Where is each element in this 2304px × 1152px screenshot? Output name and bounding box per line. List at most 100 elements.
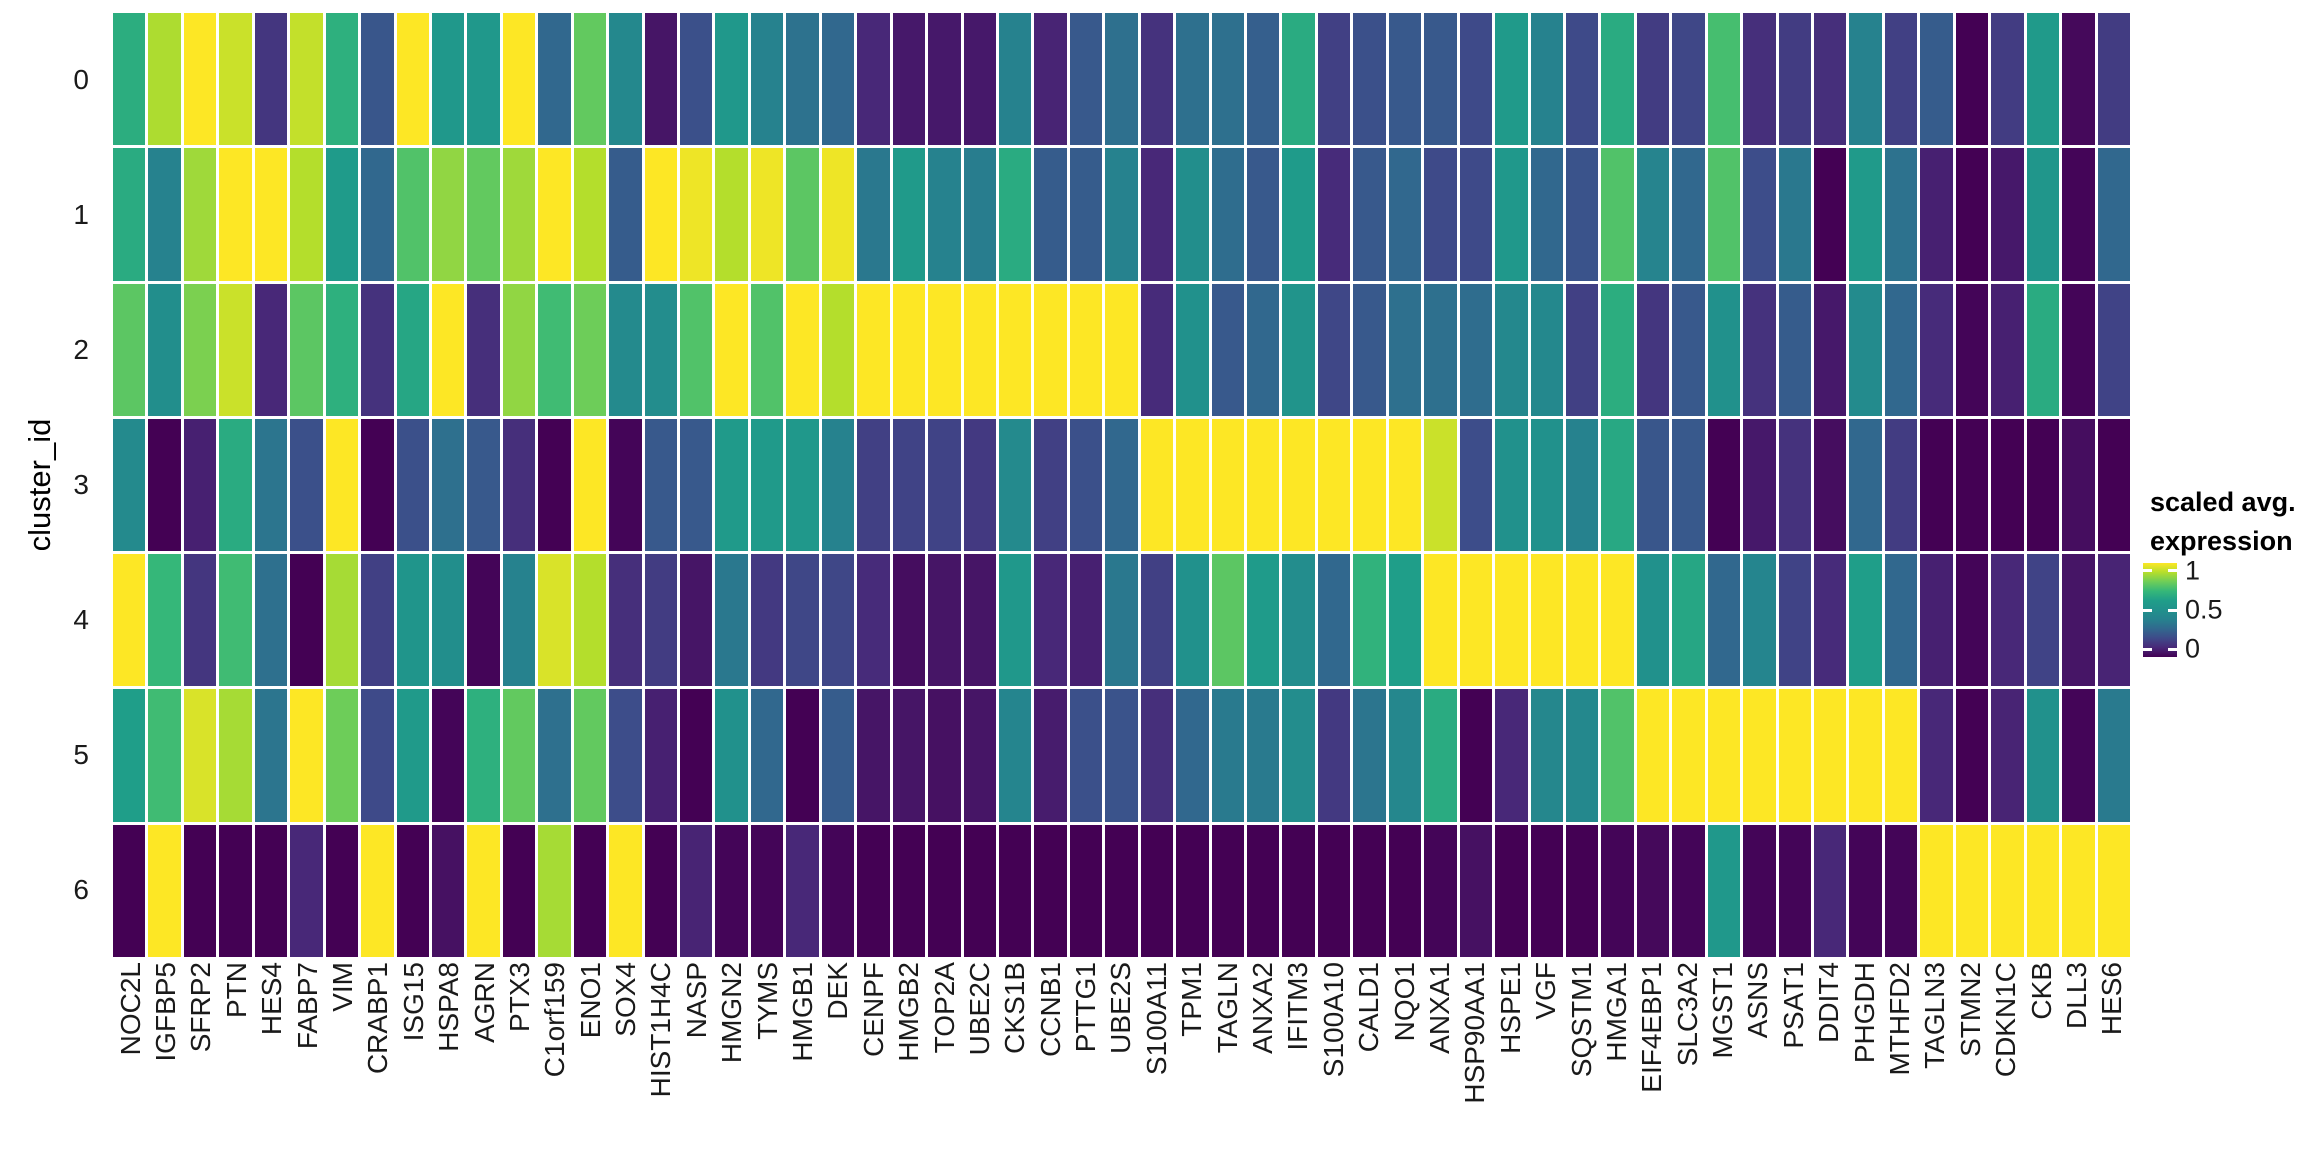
heatmap-cell <box>644 283 678 416</box>
heatmap-cell <box>786 148 819 281</box>
heatmap-cell <box>892 824 926 957</box>
heatmap-cell <box>1743 148 1776 281</box>
heatmap-cell <box>1530 283 1563 416</box>
heatmap-cell <box>1672 148 1705 281</box>
heatmap-cell <box>1636 283 1670 416</box>
x-axis-tick-label: HMGN2 <box>716 962 748 1064</box>
legend-tick-mark <box>2143 569 2152 573</box>
heatmap-cell <box>290 13 323 146</box>
x-axis-tick-label: CRABP1 <box>362 962 394 1075</box>
heatmap-cell <box>1282 689 1315 822</box>
heatmap-cell <box>1601 13 1634 146</box>
x-axis-tick-label: HES6 <box>2096 962 2128 1036</box>
heatmap-cell <box>1176 418 1209 552</box>
heatmap-cell <box>325 824 359 957</box>
heatmap-cell <box>1530 13 1563 146</box>
x-axis-tick-label: CKS1B <box>999 962 1031 1054</box>
heatmap-cell <box>1176 554 1209 687</box>
x-axis-tick-label: TAGLN <box>1211 962 1243 1054</box>
heatmap-cell <box>1849 148 1882 281</box>
x-axis-tick-label: MGST1 <box>1707 962 1739 1059</box>
heatmap-cell <box>857 824 890 957</box>
heatmap-cell <box>1495 824 1528 957</box>
heatmap-cell <box>1814 283 1847 416</box>
heatmap-cell <box>1707 283 1741 416</box>
heatmap-cell <box>1814 418 1847 552</box>
heatmap-cell <box>1991 148 2024 281</box>
heatmap-cell <box>1884 554 1918 687</box>
heatmap-cell <box>467 148 500 281</box>
x-axis-tick-label: CKB <box>2025 962 2057 1020</box>
heatmap-cell <box>1672 824 1705 957</box>
heatmap-cell <box>2062 283 2095 416</box>
heatmap-cell <box>821 283 855 416</box>
heatmap-cell <box>1353 148 1386 281</box>
heatmap-cell <box>1034 148 1067 281</box>
heatmap-cell <box>1636 554 1670 687</box>
heatmap-cell <box>1459 689 1493 822</box>
heatmap-cell <box>715 13 748 146</box>
heatmap-cell <box>1991 13 2024 146</box>
heatmap-cell <box>1565 148 1599 281</box>
heatmap-cell <box>1495 554 1528 687</box>
legend-tick-mark <box>2168 569 2177 573</box>
heatmap-cell <box>396 689 429 822</box>
heatmap-cell <box>963 283 996 416</box>
legend: scaled avg. expression 1 0.5 0 <box>2143 483 2304 733</box>
heatmap-cell <box>467 689 500 822</box>
x-axis-tick-label: CCNB1 <box>1034 962 1066 1057</box>
heatmap-cell <box>1247 283 1280 416</box>
legend-title-line2: expression <box>2150 526 2293 556</box>
heatmap-cell <box>1849 689 1882 822</box>
heatmap-cell <box>1034 418 1067 552</box>
heatmap-cell <box>573 689 607 822</box>
heatmap-cell <box>892 554 926 687</box>
heatmap-cell <box>183 689 217 822</box>
heatmap-cell <box>1069 418 1103 552</box>
heatmap-cell <box>1814 13 1847 146</box>
heatmap-cell <box>361 824 394 957</box>
heatmap-cell <box>113 554 146 687</box>
heatmap-cell <box>644 13 678 146</box>
x-axis-tick-label: SQSTM1 <box>1565 962 1597 1078</box>
heatmap-cell <box>1920 418 1953 552</box>
heatmap-cell <box>1140 13 1174 146</box>
heatmap-cell <box>1495 148 1528 281</box>
heatmap-cell <box>1459 418 1493 552</box>
x-axis-tick-label: FABP7 <box>291 962 323 1050</box>
x-axis-tick-label: HSP90AA1 <box>1459 962 1491 1104</box>
heatmap-cell <box>1530 689 1563 822</box>
heatmap-cell <box>254 148 288 281</box>
x-axis-tick-label: MTHFD2 <box>1883 962 1915 1076</box>
heatmap-cell <box>609 418 642 552</box>
x-axis-tick-label: HMGB1 <box>787 962 819 1062</box>
heatmap-cell <box>254 554 288 687</box>
heatmap-cell <box>1707 148 1741 281</box>
heatmap-cell <box>1247 824 1280 957</box>
heatmap-cell <box>1176 824 1209 957</box>
heatmap-cell <box>148 13 181 146</box>
x-axis-tick-label: PTTG1 <box>1070 962 1102 1053</box>
heatmap-cell <box>1849 283 1882 416</box>
heatmap-cell <box>1105 554 1138 687</box>
heatmap-cell <box>1247 418 1280 552</box>
heatmap-cell <box>892 13 926 146</box>
heatmap-cell <box>680 689 713 822</box>
heatmap-cell <box>1176 283 1209 416</box>
heatmap-cell <box>325 13 359 146</box>
heatmap-cell <box>715 418 748 552</box>
heatmap-cell <box>113 689 146 822</box>
heatmap-cell <box>1317 689 1351 822</box>
heatmap-cell <box>1707 13 1741 146</box>
heatmap-cell <box>1849 418 1882 552</box>
heatmap-cell <box>1034 13 1067 146</box>
x-axis-tick-labels: NOC2L IGFBP5 SFRP2 PTN HES4 FABP7 VIM CRABP1 ISG… <box>113 962 2130 1152</box>
heatmap-cell <box>502 689 536 822</box>
heatmap-cell <box>1955 689 1989 822</box>
x-axis-tick-label: TPM1 <box>1176 962 1208 1037</box>
heatmap-cell <box>2026 554 2060 687</box>
heatmap-cell <box>963 824 996 957</box>
heatmap-cell <box>1991 824 2024 957</box>
heatmap-cell <box>609 148 642 281</box>
